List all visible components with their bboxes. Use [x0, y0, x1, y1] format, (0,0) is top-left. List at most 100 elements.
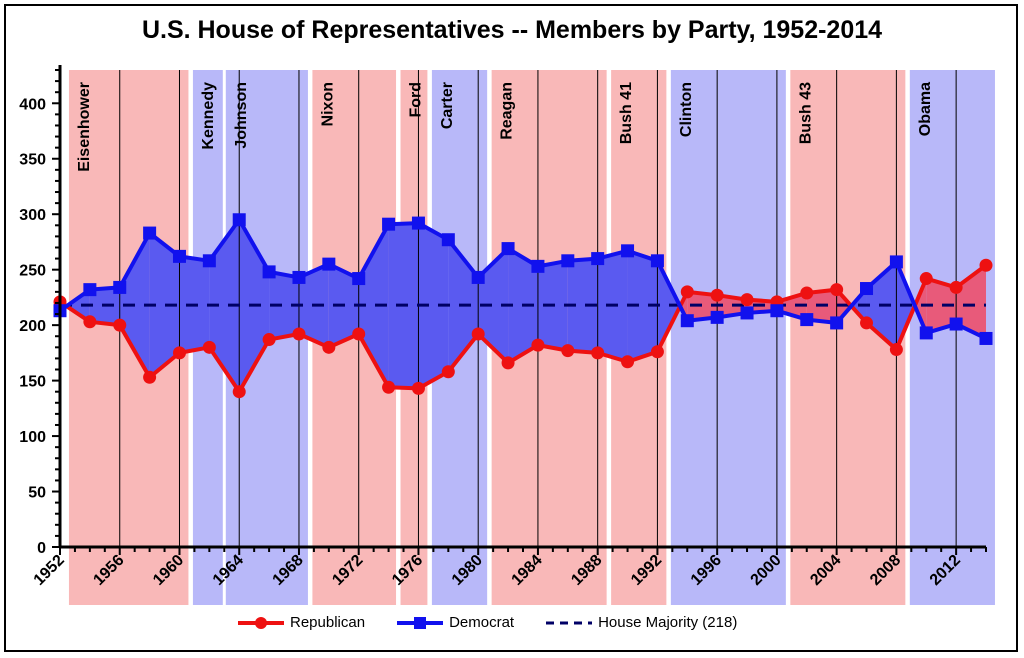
- democrat-point: [292, 270, 306, 284]
- republican-point: [352, 327, 366, 341]
- y-tick-label: 250: [19, 263, 46, 280]
- democrat-point: [591, 252, 605, 266]
- republican-point: [501, 356, 515, 370]
- legend-item-republican: Republican: [236, 614, 365, 631]
- x-tick-label: 1952: [31, 552, 68, 589]
- republican-point: [292, 327, 306, 341]
- presidency-label: Bush 41: [618, 82, 635, 144]
- majority-gap-fill: [627, 250, 658, 362]
- democrat-point: [740, 306, 754, 320]
- republican-point: [172, 346, 186, 360]
- democrat-point: [322, 257, 336, 271]
- legend-label-majority: House Majority (218): [598, 614, 738, 631]
- y-tick-label: 300: [19, 207, 46, 224]
- majority-gap-fill: [478, 248, 509, 363]
- democrat-point: [650, 254, 664, 268]
- y-tick-label: 350: [19, 152, 46, 169]
- legend-item-democrat: Democrat: [395, 614, 514, 631]
- democrat-point: [979, 331, 993, 345]
- democrat-point: [352, 272, 366, 286]
- republican-point: [471, 327, 485, 341]
- democrat-point: [949, 317, 963, 331]
- republican-point: [979, 258, 993, 272]
- democrat-point: [561, 254, 575, 268]
- republican-point: [740, 293, 754, 307]
- republican-point: [262, 333, 276, 347]
- y-tick-label: 200: [19, 318, 46, 335]
- majority-gap-fill: [657, 260, 681, 352]
- majority-gap-fill: [914, 278, 927, 333]
- republican-point: [800, 286, 814, 300]
- democrat-point: [800, 313, 814, 327]
- democrat-point: [830, 316, 844, 330]
- presidency-label: Clinton: [678, 82, 695, 137]
- majority-gap-fill: [66, 289, 90, 322]
- republican-point: [710, 288, 724, 302]
- presidency-band: [670, 70, 786, 605]
- republican-point: [531, 338, 545, 352]
- legend-swatch-democrat: [397, 616, 444, 629]
- presidency-label: Reagan: [499, 82, 516, 140]
- majority-gap-fill: [209, 219, 240, 392]
- democrat-point: [531, 259, 545, 273]
- democrat-point: [471, 270, 485, 284]
- democrat-point: [919, 326, 933, 340]
- democrat-point: [382, 217, 396, 231]
- legend-label-republican: Republican: [290, 614, 366, 631]
- presidency-label: Bush 43: [797, 82, 814, 144]
- presidency-label: Nixon: [319, 82, 336, 126]
- democrat-point: [202, 254, 216, 268]
- legend-swatch-majority: [546, 621, 593, 624]
- y-tick-label: 100: [19, 429, 46, 446]
- democrat-point: [441, 233, 455, 247]
- y-tick-label: 150: [19, 374, 46, 391]
- democrat-point: [83, 283, 97, 297]
- republican-point: [322, 340, 336, 354]
- majority-gap-fill: [687, 291, 718, 321]
- majority-gap-fill: [269, 271, 299, 340]
- republican-point: [830, 283, 844, 297]
- democrat-point: [172, 249, 186, 263]
- republican-point: [860, 316, 874, 330]
- democrat-point: [411, 216, 425, 230]
- republican-point: [650, 345, 664, 359]
- republican-point: [680, 285, 694, 299]
- legend: Republican Democrat House Majority (218): [236, 614, 767, 631]
- republican-point: [889, 343, 903, 357]
- presidency-label: Obama: [917, 82, 934, 136]
- republican-point: [561, 344, 575, 358]
- republican-point: [919, 272, 933, 286]
- democrat-point: [232, 213, 246, 227]
- republican-point: [83, 315, 97, 329]
- republican-point: [382, 380, 396, 394]
- majority-gap-fill: [149, 233, 180, 378]
- y-tick-label: 50: [28, 485, 46, 502]
- majority-gap-fill: [567, 258, 598, 353]
- democrat-point: [860, 282, 874, 296]
- presidency-label: Carter: [439, 82, 456, 129]
- legend-label-democrat: Democrat: [449, 614, 515, 631]
- democrat-point: [621, 244, 635, 258]
- republican-point: [621, 355, 635, 369]
- majority-gap-fill: [418, 223, 449, 389]
- y-tick-label: 0: [37, 540, 46, 557]
- chart-title: U.S. House of Representatives -- Members…: [141, 16, 883, 44]
- republican-point: [591, 346, 605, 360]
- republican-point: [949, 280, 963, 294]
- democrat-point: [710, 310, 724, 324]
- presidency-label: Kennedy: [200, 82, 217, 150]
- democrat-point: [770, 304, 784, 318]
- republican-point: [113, 318, 127, 332]
- democrat-point: [680, 314, 694, 328]
- republican-point: [411, 381, 425, 395]
- presidency-label: Johnson: [233, 82, 250, 149]
- republican-point: [441, 365, 455, 379]
- democrat-point: [501, 242, 515, 256]
- republican-point: [202, 340, 216, 354]
- republican-point: [143, 370, 157, 384]
- presidency-label: Ford: [408, 82, 425, 118]
- y-tick-label: 400: [19, 96, 46, 113]
- legend-item-majority: House Majority (218): [544, 614, 737, 631]
- democrat-point: [889, 255, 903, 269]
